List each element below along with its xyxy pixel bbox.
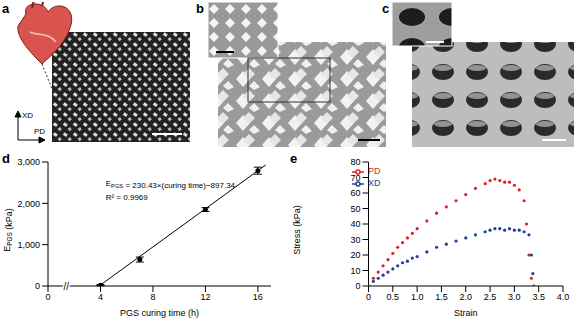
svg-text:0: 0: [35, 281, 40, 291]
svg-text:Strain: Strain: [454, 308, 478, 318]
svg-text:4: 4: [98, 292, 103, 302]
svg-text:Stress (kPa): Stress (kPa): [292, 205, 302, 255]
html-text:c: c: [382, 1, 390, 16]
svg-text:30: 30: [351, 235, 361, 245]
svg-text:80: 80: [351, 157, 361, 167]
svg-text:40: 40: [351, 219, 361, 229]
html-text:b: b: [196, 1, 204, 16]
html-text:e: e: [290, 151, 298, 166]
html-text:XD: XD: [368, 178, 381, 189]
html-text:a: a: [2, 1, 10, 16]
svg-text:70: 70: [351, 173, 361, 183]
svg-text:60: 60: [351, 188, 361, 198]
svg-text:EPGS (kPa): EPGS (kPa): [2, 208, 14, 252]
svg-text:10: 10: [351, 266, 361, 276]
svg-text:50: 50: [351, 204, 361, 214]
svg-text:16: 16: [253, 292, 263, 302]
svg-text:0: 0: [366, 292, 371, 302]
html-text:d: d: [2, 151, 10, 166]
svg-text:3.0: 3.0: [508, 292, 521, 302]
svg-text:1.5: 1.5: [435, 292, 448, 302]
html-text:PD: PD: [368, 166, 381, 177]
svg-text:1,000: 1,000: [17, 240, 40, 250]
svg-text:0: 0: [356, 281, 361, 291]
svg-text:2,000: 2,000: [17, 199, 40, 209]
svg-text:2.5: 2.5: [484, 292, 497, 302]
svg-text:20: 20: [351, 250, 361, 260]
svg-text:2.0: 2.0: [460, 292, 473, 302]
svg-text:3.5: 3.5: [532, 292, 545, 302]
svg-text:0: 0: [45, 292, 50, 302]
svg-text:1.0: 1.0: [411, 292, 424, 302]
svg-text://: //: [64, 281, 70, 292]
svg-text:4.0: 4.0: [557, 292, 570, 302]
svg-text:PGS curing time (h): PGS curing time (h): [120, 308, 199, 318]
svg-text:8: 8: [150, 292, 155, 302]
svg-text:0.5: 0.5: [387, 292, 400, 302]
svg-text:R² = 0.9969: R² = 0.9969: [106, 193, 149, 202]
svg-text:12: 12: [200, 292, 210, 302]
svg-text:3,000: 3,000: [17, 157, 40, 167]
svg-text:EPGS = 230.43×(curing time)−89: EPGS = 230.43×(curing time)−897.34: [106, 179, 236, 190]
svg-text:XD: XD: [22, 111, 33, 120]
svg-text:PD: PD: [34, 127, 45, 136]
